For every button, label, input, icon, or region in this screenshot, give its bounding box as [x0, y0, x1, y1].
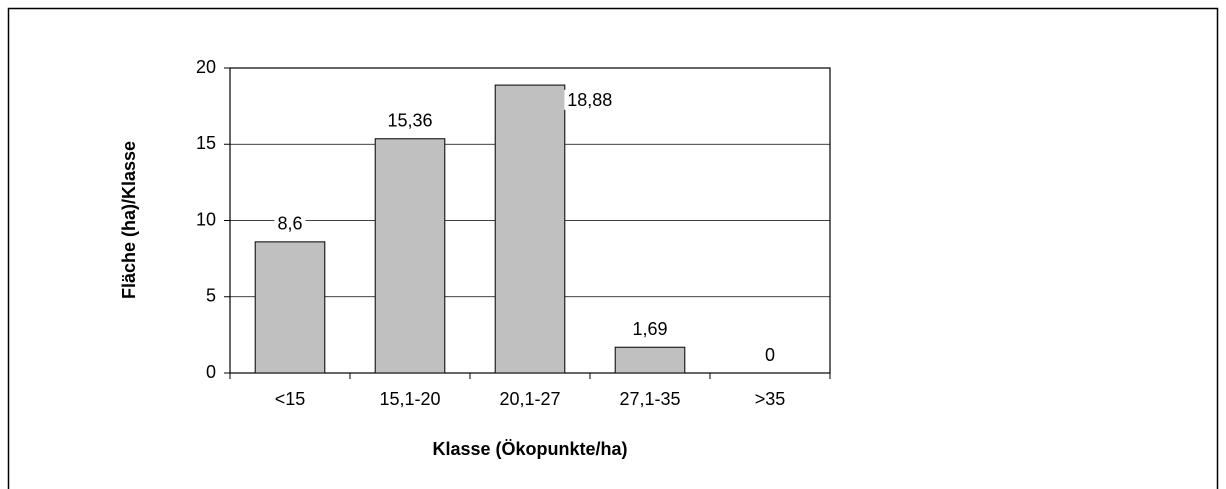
data-label-bg	[761, 344, 779, 365]
bar	[494, 84, 566, 374]
bar	[254, 241, 326, 374]
x-tick-label: <15	[275, 389, 306, 409]
data-label-bg	[384, 110, 436, 131]
x-tick-label: 27,1-35	[619, 389, 680, 409]
data-label: 15,36	[387, 111, 432, 131]
data-label: 18,88	[567, 90, 612, 110]
y-tick-label: 10	[196, 209, 216, 229]
data-label: 0	[765, 345, 775, 365]
y-tick-label: 20	[196, 57, 216, 77]
x-tick-label: >35	[755, 389, 786, 409]
data-label: 8,6	[277, 214, 302, 234]
data-label-bg	[629, 318, 671, 339]
bar	[374, 138, 446, 374]
x-tick-label: 20,1-27	[499, 389, 560, 409]
data-label: 1,69	[632, 319, 667, 339]
y-axis-title: Fläche (ha)/Klasse	[119, 141, 139, 299]
y-tick-label: 15	[196, 133, 216, 153]
x-tick-label: 15,1-20	[379, 389, 440, 409]
data-label-bg	[564, 89, 616, 110]
bar	[614, 346, 686, 374]
y-tick-label: 5	[206, 286, 216, 306]
chart-frame	[7, 7, 1219, 489]
x-axis-title: Klasse (Ökopunkte/ha)	[432, 439, 627, 459]
y-tick-label: 0	[206, 362, 216, 382]
data-label-bg	[274, 213, 306, 234]
